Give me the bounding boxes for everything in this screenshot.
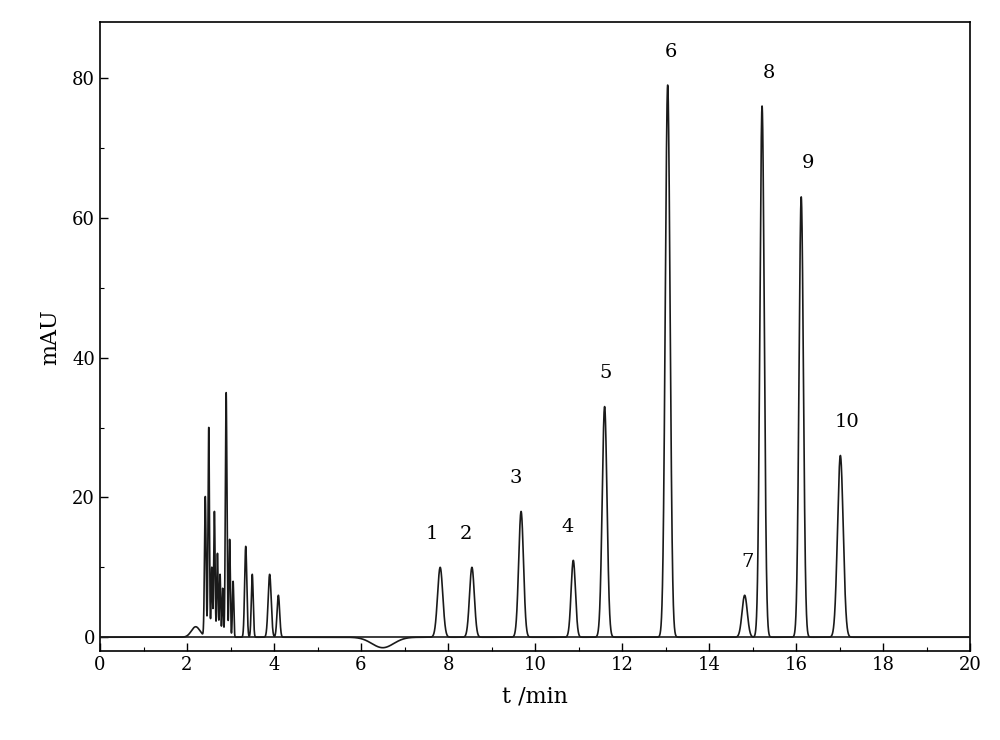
Text: 5: 5 [599, 364, 612, 382]
X-axis label: t /min: t /min [502, 685, 568, 707]
Text: 8: 8 [763, 64, 775, 81]
Text: 2: 2 [459, 525, 472, 543]
Text: 7: 7 [741, 553, 753, 571]
Text: 4: 4 [561, 518, 574, 536]
Text: 6: 6 [665, 43, 677, 61]
Y-axis label: mAU: mAU [39, 309, 61, 365]
Text: 9: 9 [802, 155, 814, 172]
Text: 10: 10 [835, 413, 860, 431]
Text: 1: 1 [425, 525, 438, 543]
Text: 3: 3 [509, 469, 522, 487]
